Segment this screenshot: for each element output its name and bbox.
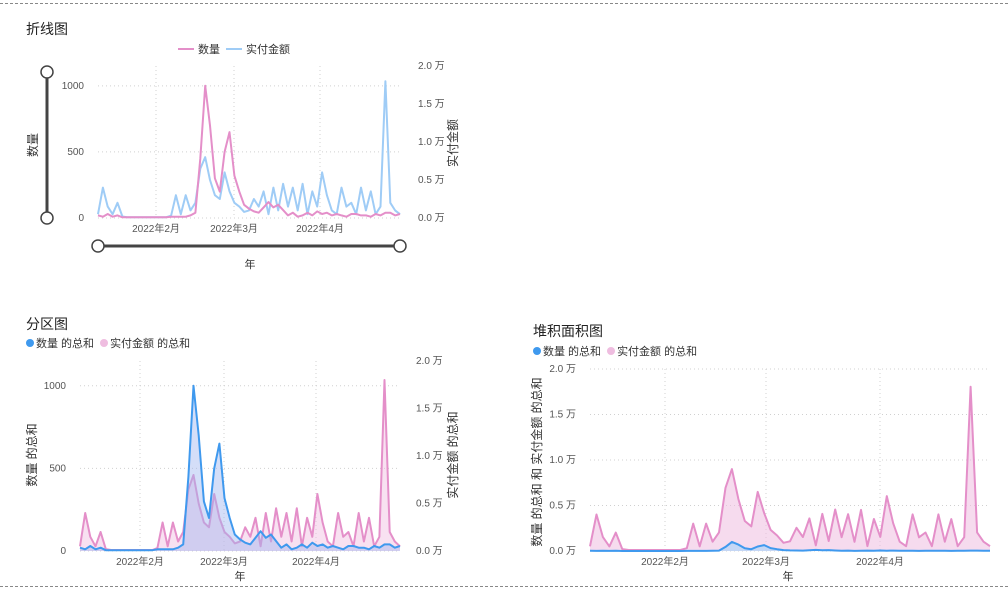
area2-y-tick-label: 1.0 万 xyxy=(549,455,576,466)
area1-x-axis-label: 年 xyxy=(235,569,246,583)
legend-swatch-quantity xyxy=(178,48,194,50)
area1-y2-tick-label: 1.0 万 xyxy=(416,451,443,462)
area1-y2-tick-label: 1.5 万 xyxy=(416,404,443,415)
line-y2-tick-label: 2.0 万 xyxy=(418,61,445,72)
x-range-slider-handle-left xyxy=(91,239,105,253)
legend-dot-quantity-sum xyxy=(26,339,34,347)
bottom-divider xyxy=(0,586,1008,587)
legend-item-quantity[interactable]: 数量 xyxy=(178,41,220,57)
legend-item-payment-sum[interactable]: 实付金额 的总和 xyxy=(100,335,190,351)
y-range-slider-handle-bottom xyxy=(40,211,54,225)
area1-x-tick-label: 2022年3月 xyxy=(200,555,248,568)
y-range-slider-handle-top xyxy=(40,65,54,79)
area1-y-axis-label: 数量 的总和 xyxy=(24,423,39,486)
line-y-tick-label: 500 xyxy=(67,147,84,158)
legend-item-quantity-sum-2[interactable]: 数量 的总和 xyxy=(533,343,601,359)
area2-y-tick-label: 0.5 万 xyxy=(549,501,576,512)
area1-x-tick-label: 2022年2月 xyxy=(116,555,164,568)
stacked-area-quantity-line xyxy=(589,540,991,552)
legend-item-payment[interactable]: 实付金额 xyxy=(226,41,290,57)
line-chart-legend[interactable]: 数量 实付金额 xyxy=(178,41,296,57)
line-x-tick-label: 2022年2月 xyxy=(132,222,180,235)
area1-y2-axis-label: 实付金额 的总和 xyxy=(445,411,460,498)
line-y2-tick-label: 0.5 万 xyxy=(418,175,445,186)
top-divider xyxy=(0,3,1008,4)
area2-y-tick-label: 2.0 万 xyxy=(549,364,576,375)
line-chart: 2022年2月 2022年3月 2022年4月 0 500 1000 0.0 万 0.5 万 1… xyxy=(25,61,460,271)
legend-item-payment-sum-2[interactable]: 实付金额 的总和 xyxy=(607,343,697,359)
line-y-tick-label: 0 xyxy=(78,213,84,224)
area1-y-tick-label: 0 xyxy=(60,546,66,557)
stacked-area-payment-fill xyxy=(590,386,990,551)
area2-y-axis-label: 数量 的总和 和 实付金额 的总和 xyxy=(529,377,544,546)
legend-dot-payment-sum xyxy=(100,339,109,347)
area-chart-title: 分区图 xyxy=(26,316,68,332)
line-y-tick-label: 1000 xyxy=(62,81,85,92)
line-y-axis-label: 数量 xyxy=(25,133,40,157)
legend-label-quantity-sum: 数量 的总和 xyxy=(36,338,95,350)
area1-y2-tick-label: 2.0 万 xyxy=(416,356,443,367)
area2-y-tick-label: 0.0 万 xyxy=(549,546,576,557)
line-x-axis-label: 年 xyxy=(245,257,256,271)
legend-swatch-payment xyxy=(226,48,242,50)
area1-y2-tick-label: 0.0 万 xyxy=(416,546,443,557)
legend-dot-quantity-sum-2 xyxy=(533,347,541,355)
legend-label-quantity: 数量 xyxy=(198,44,220,56)
line-y2-tick-label: 0.0 万 xyxy=(418,213,445,224)
legend-item-quantity-sum[interactable]: 数量 的总和 xyxy=(26,335,94,351)
legend-label-quantity-sum-2: 数量 的总和 xyxy=(543,346,602,358)
stacked-area-chart-title: 堆积面积图 xyxy=(533,323,603,339)
line-x-tick-label: 2022年4月 xyxy=(296,222,344,235)
area2-x-tick-label: 2022年4月 xyxy=(856,555,904,568)
area2-x-tick-label: 2022年2月 xyxy=(641,555,689,568)
legend-label-payment-sum: 实付金额 的总和 xyxy=(110,338,191,350)
area1-y2-tick-label: 0.5 万 xyxy=(416,499,443,510)
stacked-area-chart-legend[interactable]: 数量 的总和 实付金额 的总和 xyxy=(533,343,703,359)
legend-dot-payment-sum-2 xyxy=(607,347,616,355)
legend-label-payment-sum-2: 实付金额 的总和 xyxy=(617,346,698,358)
x-range-slider-handle-right xyxy=(393,239,407,253)
stacked-area-payment-line xyxy=(589,385,991,551)
area2-x-tick-label: 2022年3月 xyxy=(742,555,790,568)
area1-y-tick-label: 1000 xyxy=(44,381,67,392)
line-chart-title: 折线图 xyxy=(26,21,68,37)
area-chart-legend[interactable]: 数量 的总和 实付金额 的总和 xyxy=(26,335,196,351)
area1-x-tick-label: 2022年4月 xyxy=(292,555,340,568)
legend-label-payment: 实付金额 xyxy=(246,44,290,56)
line-x-tick-label: 2022年3月 xyxy=(210,222,258,235)
area1-y-tick-label: 500 xyxy=(49,463,66,474)
area2-y-tick-label: 1.5 万 xyxy=(549,410,576,421)
line-y2-tick-label: 1.5 万 xyxy=(418,99,445,110)
area2-x-axis-label: 年 xyxy=(783,569,794,583)
line-y2-tick-label: 1.0 万 xyxy=(418,137,445,148)
line-y2-axis-label: 实付金额 xyxy=(445,119,460,167)
series-line-quantity xyxy=(97,84,401,219)
series-area-quantity-line xyxy=(79,384,401,552)
